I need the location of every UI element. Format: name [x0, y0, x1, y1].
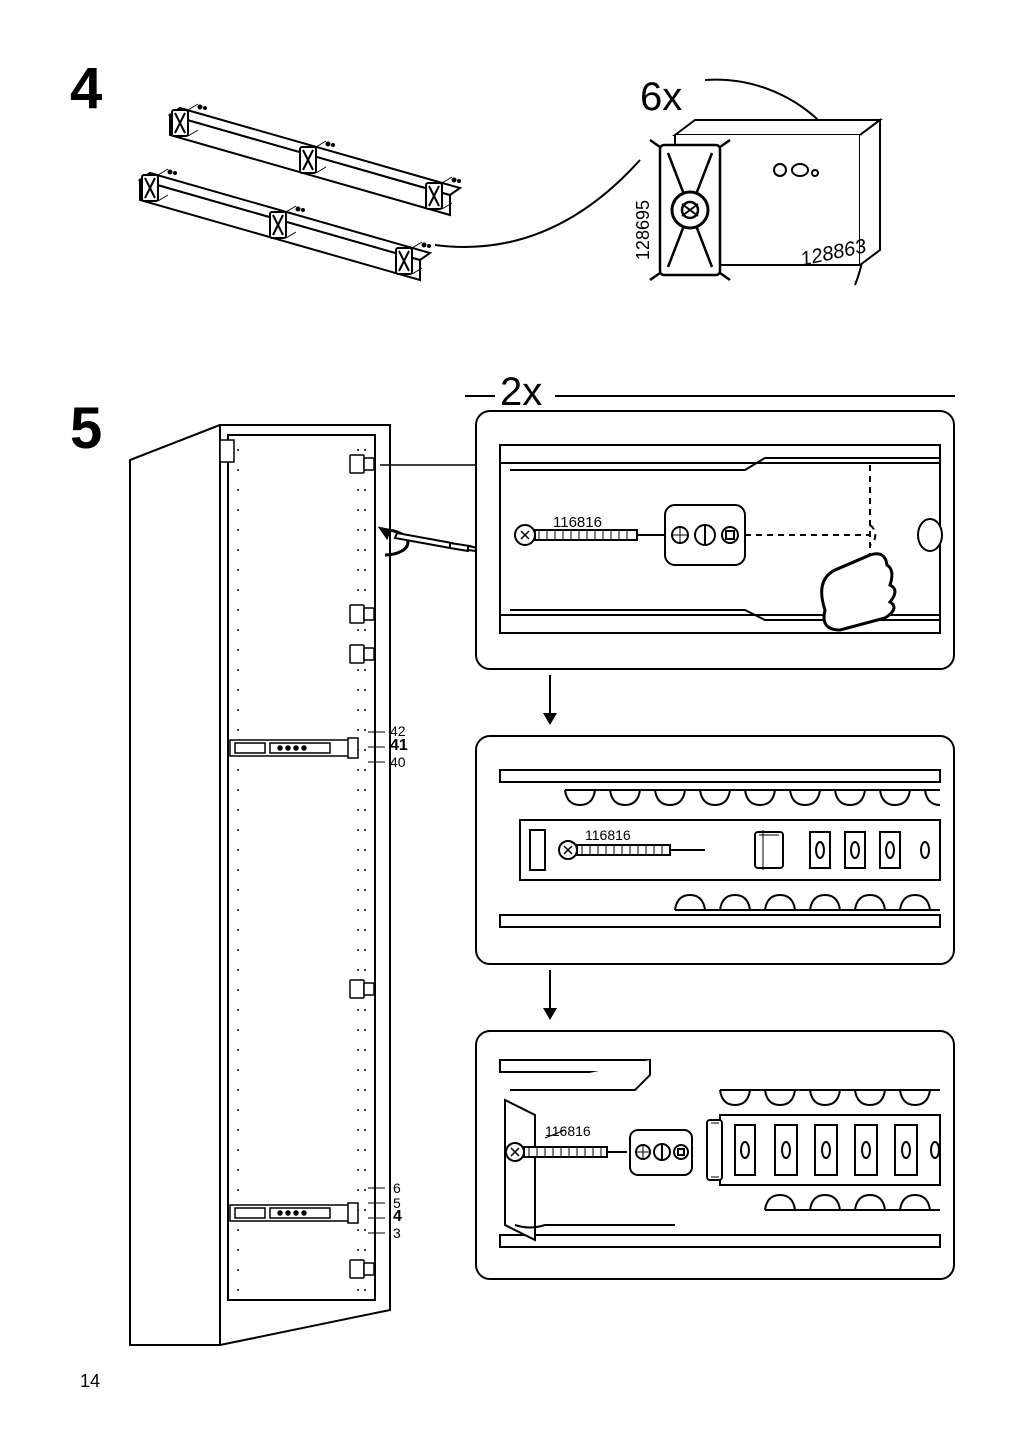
hole-label-4: 4	[393, 1208, 402, 1226]
step5-cabinet	[120, 420, 480, 1350]
page: 4	[0, 0, 1012, 1432]
arrow-2-3	[540, 970, 560, 1025]
step4-part-128695: 128695	[633, 200, 654, 260]
page-number: 14	[80, 1371, 100, 1392]
step5-detail-2	[475, 735, 955, 965]
step5-detail-3	[475, 1030, 955, 1280]
step4-detail	[620, 70, 940, 300]
step5-detail-1	[475, 410, 955, 670]
panel1-screw-part: 116816	[553, 514, 602, 531]
step4-leader	[430, 130, 650, 270]
hole-label-3: 3	[393, 1225, 401, 1241]
hole-label-40: 40	[390, 754, 406, 770]
hole-label-6: 6	[393, 1180, 401, 1196]
leader-cabinet-to-panel1	[380, 455, 480, 475]
panel3-screw-part: 116816	[545, 1123, 591, 1139]
step5-qty: 2x	[500, 370, 542, 415]
hole-label-41: 41	[390, 737, 408, 755]
arrow-1-2	[540, 675, 560, 730]
step5-qty-line	[465, 395, 955, 397]
panel2-screw-part: 116816	[585, 827, 631, 843]
step-4-number: 4	[70, 55, 102, 122]
step-5-number: 5	[70, 395, 102, 462]
